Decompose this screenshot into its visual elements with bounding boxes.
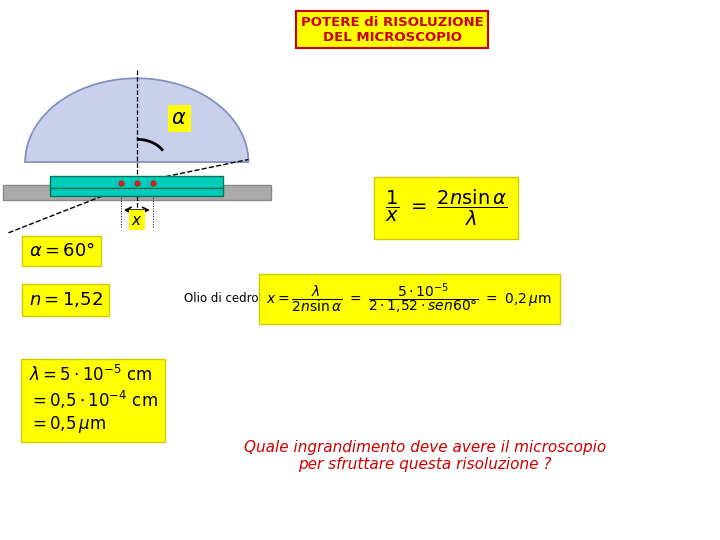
Bar — [50, 176, 223, 188]
Text: Olio di cedro: Olio di cedro — [184, 292, 258, 305]
Text: $\alpha = 60°$: $\alpha = 60°$ — [29, 242, 95, 260]
Text: $\dfrac{1}{x}\ =\ \dfrac{2n\sin\alpha}{\lambda}$: $\dfrac{1}{x}\ =\ \dfrac{2n\sin\alpha}{\… — [385, 188, 508, 228]
Bar — [50, 188, 223, 196]
Text: $\lambda = 5\cdot10^{-5}$ cm
$= 0{,}5\cdot10^{-4}$ cm
$= 0{,}5\,\mu$m: $\lambda = 5\cdot10^{-5}$ cm $= 0{,}5\cd… — [29, 364, 158, 435]
Text: $n = 1{,}52$: $n = 1{,}52$ — [29, 290, 103, 309]
Polygon shape — [25, 78, 248, 162]
Text: Quale ingrandimento deve avere il microscopio
per sfruttare questa risoluzione ?: Quale ingrandimento deve avere il micros… — [243, 440, 606, 472]
Bar — [3, 185, 271, 200]
Text: POTERE di RISOLUZIONE
DEL MICROSCOPIO: POTERE di RISOLUZIONE DEL MICROSCOPIO — [301, 16, 484, 44]
Text: $\alpha$: $\alpha$ — [171, 109, 187, 129]
Text: $x = \dfrac{\lambda}{2n\sin\alpha}\ =\ \dfrac{5\cdot\mathit{10}^{-5}}{2\cdot1{,}: $x = \dfrac{\lambda}{2n\sin\alpha}\ =\ \… — [266, 281, 552, 316]
Text: $x$: $x$ — [131, 213, 143, 228]
